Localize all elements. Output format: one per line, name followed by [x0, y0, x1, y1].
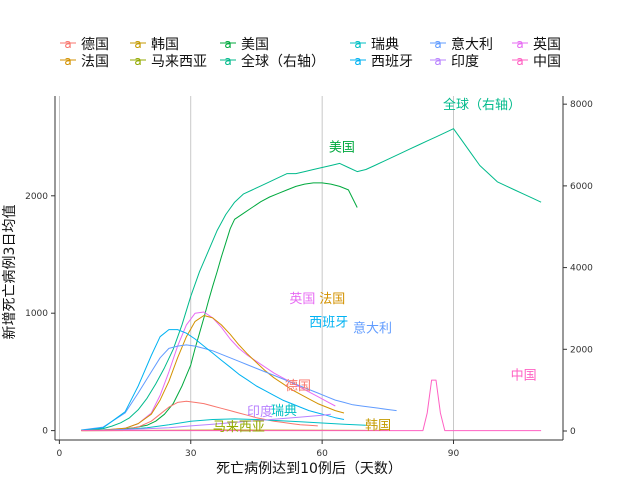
legend-key-3: a — [354, 37, 361, 51]
legend-key-8: a — [224, 54, 231, 68]
legend-key-0: a — [64, 37, 71, 51]
legend-key-7: a — [134, 54, 141, 68]
series-line-3 — [81, 315, 345, 431]
x-tick-label-2: 60 — [316, 449, 328, 459]
legend-label-10: 印度 — [451, 54, 479, 70]
series-line-0 — [81, 128, 542, 431]
legend-key-4: a — [434, 37, 441, 51]
y2-tick-label-4: 8000 — [570, 100, 593, 110]
x-tick-label-3: 90 — [448, 449, 460, 459]
y2-tick-label-1: 2000 — [570, 345, 593, 355]
legend-key-10: a — [434, 54, 441, 68]
series-annotation-9: 瑞典 — [271, 404, 297, 419]
series-line-8 — [81, 413, 331, 431]
grid — [58, 96, 454, 440]
legend-label-5: 英国 — [533, 36, 561, 53]
series-annotation-4: 西班牙 — [309, 315, 348, 330]
legend-label-8: 全球（右轴） — [241, 53, 325, 70]
series-lines — [81, 128, 542, 432]
legend-label-4: 意大利 — [451, 36, 493, 53]
series-annotation-11: 韩国 — [365, 419, 391, 434]
y-axis-title: 新增死亡病例3日均值 — [2, 205, 18, 340]
legend-key-1: a — [134, 37, 141, 51]
series-annotation-1: 美国 — [329, 140, 355, 155]
series-annotation-3: 法国 — [319, 292, 345, 307]
series-annotation-10: 马来西亚 — [213, 420, 265, 435]
legend-label-11: 中国 — [533, 54, 561, 70]
series-line-1 — [81, 182, 358, 431]
series-line-2 — [81, 311, 336, 431]
y2-tick-label-2: 4000 — [570, 264, 593, 274]
series-line-6 — [81, 400, 318, 431]
legend-label-6: 法国 — [81, 54, 109, 70]
legend-key-2: a — [224, 37, 231, 51]
legend-key-5: a — [516, 37, 523, 51]
legend-label-2: 美国 — [241, 37, 269, 53]
y-tick-label-0: 0 — [42, 427, 48, 437]
series-line-5 — [81, 329, 345, 431]
y2-tick-label-3: 6000 — [570, 182, 593, 192]
legend-label-0: 德国 — [81, 37, 109, 53]
series-annotation-2: 英国 — [289, 292, 315, 307]
y2-tick-label-0: 0 — [570, 427, 576, 437]
series-annotation-7: 德国 — [285, 379, 311, 394]
x-tick-label-0: 0 — [57, 449, 63, 459]
legend-label-7: 马来西亚 — [151, 54, 207, 70]
y-tick-label-1: 1000 — [25, 309, 48, 319]
series-line-4 — [81, 344, 397, 431]
series-annotation-6: 中国 — [511, 368, 537, 383]
legend: a 德国 a 韩国 a 美国 a 瑞典 a 意大利 a 英国a 法国 a 马来西亚 a 全球（右轴） a 西班牙 a 印… — [60, 36, 561, 70]
series-annotation-5: 意大利 — [353, 320, 392, 336]
axes: 0 30 60 90 0 1000 2000 0 2000 4000 6000 8000 — [25, 96, 593, 459]
legend-label-9: 西班牙 — [371, 54, 413, 70]
legend-key-6: a — [64, 54, 71, 68]
legend-label-3: 瑞典 — [371, 37, 399, 53]
x-tick-label-1: 30 — [185, 449, 197, 459]
series-annotation-8: 印度 — [247, 404, 273, 420]
x-axis-title: 死亡病例达到10例后（天数） — [216, 461, 402, 477]
series-line-11 — [81, 379, 542, 432]
series-annotation-0: 全球（右轴） — [443, 97, 521, 113]
legend-key-9: a — [354, 54, 361, 68]
y-tick-label-2: 2000 — [25, 192, 48, 202]
legend-label-1: 韩国 — [151, 37, 179, 53]
legend-key-11: a — [516, 54, 523, 68]
